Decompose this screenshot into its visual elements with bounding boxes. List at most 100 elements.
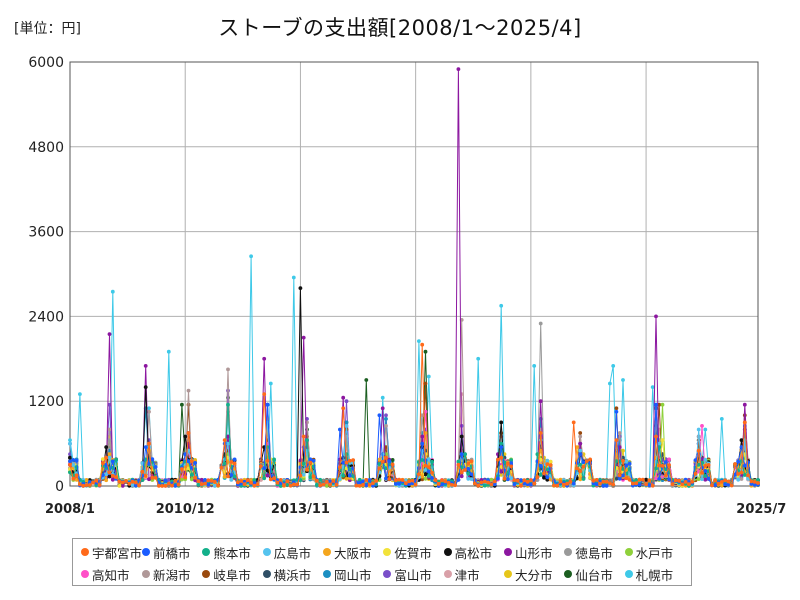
data-point: [68, 470, 72, 475]
data-point: [160, 484, 165, 488]
data-point: [387, 459, 392, 463]
data-point: [680, 482, 685, 487]
data-point: [436, 482, 441, 486]
data-point: [581, 460, 586, 465]
data-point: [423, 472, 428, 477]
data-point: [509, 461, 513, 466]
legend-label: 前橋市: [153, 545, 191, 561]
data-point: [114, 457, 118, 462]
data-point: [219, 465, 224, 470]
data-point: [670, 482, 675, 487]
data-point: [377, 462, 382, 466]
data-point: [130, 483, 135, 487]
data-point: [456, 478, 461, 482]
data-point: [624, 476, 629, 481]
data-point: [650, 385, 655, 389]
data-point: [739, 445, 744, 449]
data-point: [499, 473, 504, 477]
data-point: [509, 458, 513, 462]
series-札幌市: [68, 254, 760, 488]
data-point: [703, 457, 708, 462]
data-point: [696, 477, 701, 481]
data-point: [249, 478, 254, 482]
data-point: [347, 473, 352, 478]
data-point: [268, 477, 273, 482]
legend-label: 宇都宮市: [92, 545, 143, 561]
data-point: [420, 474, 425, 479]
data-point: [578, 452, 583, 457]
data-point: [617, 445, 622, 449]
x-axis-ticks: 2008/1 2010/12 2013/11 2016/10 2019/9 2022/8 2…: [45, 502, 786, 517]
data-point: [143, 385, 148, 389]
legend-item: 高松市: [443, 541, 504, 563]
data-point: [150, 457, 155, 461]
data-point: [696, 448, 701, 453]
data-point: [110, 459, 115, 464]
data-point: [578, 462, 583, 467]
data-point: [68, 455, 72, 460]
data-point: [420, 342, 425, 347]
data-point: [394, 482, 398, 486]
data-point: [341, 473, 346, 478]
data-point: [143, 364, 148, 368]
data-point: [357, 484, 362, 488]
data-point: [328, 482, 332, 487]
data-point: [104, 472, 109, 476]
data-point: [538, 321, 543, 326]
data-point: [446, 483, 451, 488]
data-point: [663, 473, 668, 478]
data-point: [315, 478, 319, 483]
data-point: [667, 457, 671, 462]
data-point: [285, 479, 290, 483]
data-point: [74, 473, 79, 478]
data-point: [78, 482, 82, 487]
data-point: [756, 481, 760, 485]
data-point: [196, 483, 201, 487]
legend-swatch: [142, 570, 151, 578]
data-point: [130, 479, 135, 484]
data-point: [532, 481, 537, 486]
data-point: [450, 483, 454, 487]
data-point: [206, 483, 211, 487]
data-point: [578, 431, 583, 435]
data-point: [117, 479, 122, 484]
data-point: [545, 467, 550, 472]
legend-item: 岐阜市: [202, 563, 262, 585]
x-tick-label: 2022/8: [621, 502, 671, 517]
data-point: [262, 466, 267, 470]
data-point: [117, 484, 122, 488]
data-point: [499, 420, 504, 425]
data-point: [486, 480, 490, 485]
data-point: [222, 474, 227, 479]
data-point: [153, 465, 158, 469]
data-point: [394, 478, 398, 483]
data-point: [107, 427, 112, 432]
legend-label: 仙台市: [575, 567, 613, 583]
data-point: [654, 476, 658, 481]
data-point: [166, 481, 171, 486]
legend-item: 富山市: [383, 563, 443, 585]
data-point: [143, 445, 148, 449]
data-point: [463, 468, 467, 472]
data-point: [232, 461, 237, 466]
data-point: [193, 475, 198, 480]
data-point: [696, 427, 701, 432]
data-point: [719, 483, 724, 488]
legend-label: 大分市: [515, 567, 553, 583]
data-point: [706, 476, 711, 481]
data-point: [660, 438, 665, 442]
legend-swatch: [443, 570, 452, 578]
data-point: [193, 461, 198, 465]
data-point: [627, 461, 632, 466]
data-point: [499, 445, 504, 449]
data-point: [489, 482, 494, 487]
data-point: [344, 424, 349, 428]
data-point: [189, 472, 194, 477]
data-point: [354, 483, 359, 488]
data-point: [282, 483, 286, 488]
data-point: [700, 477, 704, 481]
data-point: [423, 476, 428, 481]
series-layer: [68, 67, 760, 488]
data-point: [364, 378, 369, 382]
data-point: [654, 434, 658, 439]
